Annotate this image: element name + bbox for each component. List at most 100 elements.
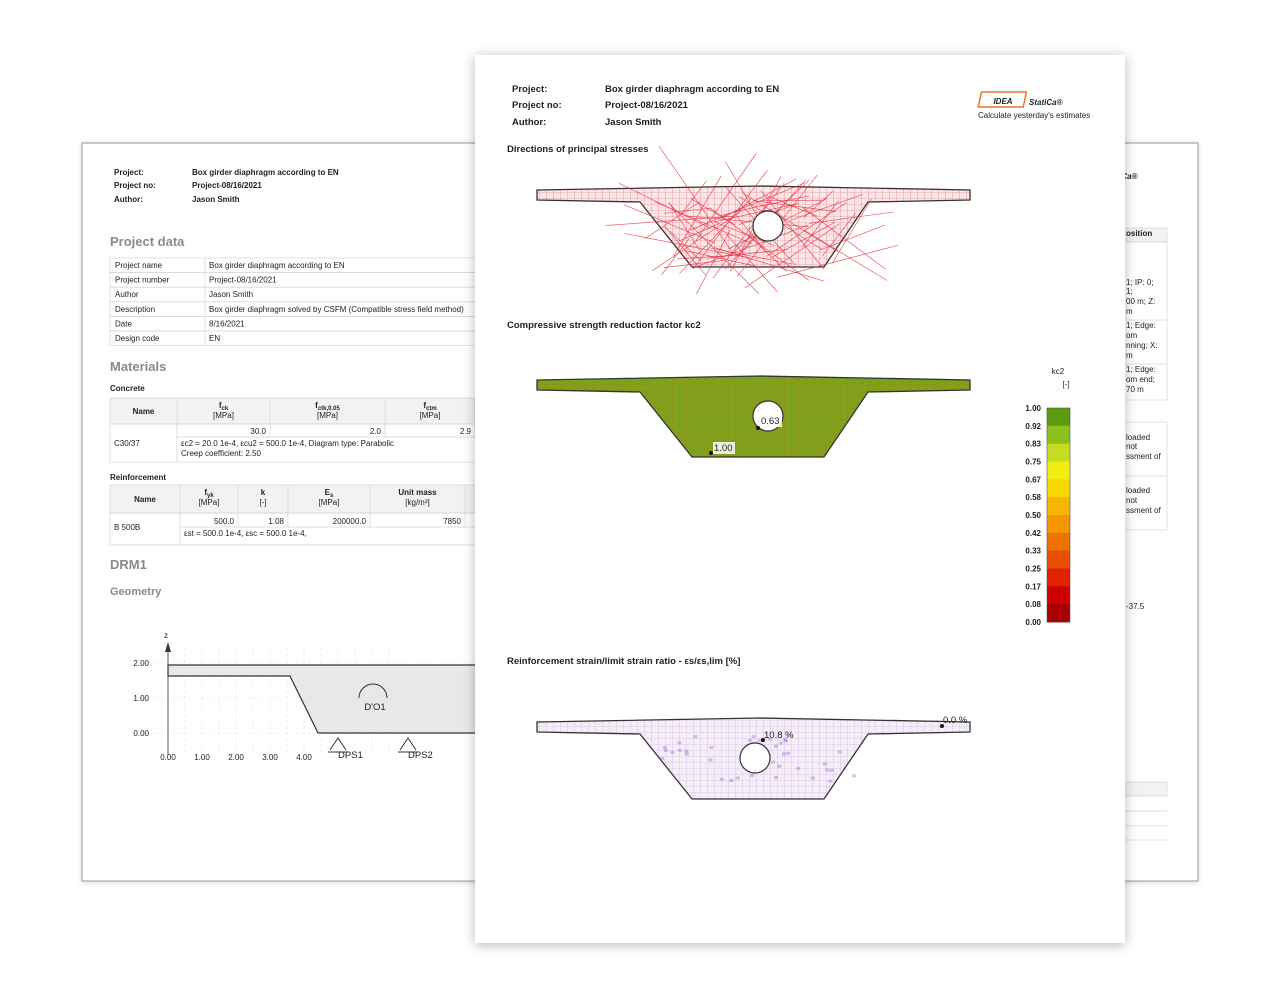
fragment-text: loaded: [1126, 486, 1150, 495]
stress-trajectory: [618, 182, 712, 229]
header-value: Project-08/16/2021: [605, 100, 689, 111]
stress-trajectory: [760, 190, 825, 270]
stress-trajectory: [663, 260, 725, 268]
column-unit: [MPa]: [213, 411, 234, 420]
z-arrow: [165, 642, 171, 652]
header-subscript: ctm: [426, 406, 437, 412]
material-name: C30/37: [114, 439, 140, 448]
header-symbol: Unit mass: [398, 488, 437, 497]
subsection-heading: Reinforcement: [110, 473, 166, 482]
legend-swatch: [1047, 479, 1070, 498]
header-symbol: f: [423, 401, 426, 410]
column-unit: [-]: [259, 498, 266, 507]
column-header: Name: [133, 407, 155, 416]
header-label: Project no:: [114, 181, 156, 190]
label-bg: [713, 442, 735, 454]
table-value: Box girder diaphragm according to EN: [209, 261, 345, 270]
legend-tick-label: 0.42: [1025, 529, 1041, 538]
stress-trajectory: [644, 200, 701, 239]
legend-swatch: [1047, 443, 1070, 462]
y-tick-label: 2.00: [133, 659, 149, 668]
table-key: Date: [115, 319, 132, 328]
strain-spot: [709, 745, 714, 749]
stress-trajectory: [669, 230, 701, 262]
stress-trajectory: [624, 204, 715, 244]
value-label: 10.8 %: [764, 730, 794, 741]
header-symbol: Name: [133, 407, 155, 416]
header-value: Jason Smith: [192, 195, 240, 204]
fragment-text: -37.5: [1126, 602, 1145, 611]
logo-box: [977, 91, 1028, 108]
legend-swatch: [1047, 532, 1070, 552]
stress-trajectory: [743, 193, 838, 252]
logo-tagline: Calculate yesterday's estimates: [978, 111, 1090, 120]
stress-trajectory: [679, 198, 752, 274]
geometry-label: D'O1: [364, 702, 385, 713]
strain-spot: [774, 776, 779, 780]
geometry-label: DPS2: [408, 750, 433, 761]
table-key: Design code: [115, 334, 160, 343]
logo-mark: IDEA: [993, 97, 1012, 106]
stress-trajectory: [744, 223, 840, 289]
table-key: Description: [115, 305, 155, 314]
stress-trajectory: [690, 208, 741, 231]
legend-tick-label: 0.17: [1025, 582, 1041, 591]
legend-tick-label: 0.33: [1025, 547, 1041, 556]
label-point: [940, 724, 944, 728]
label-point: [761, 738, 765, 742]
legend-swatch: [1047, 461, 1070, 480]
header-subscript: ctk,0.05: [318, 406, 341, 412]
material-note: εc2 = 20.0 1e-4, εcu2 = 500.0 1e-4, Diag…: [181, 439, 394, 448]
value-label: 1.00: [714, 443, 733, 454]
header-value: Jason Smith: [605, 117, 662, 128]
header-subscript: ck: [221, 406, 228, 412]
strain-spot: [779, 741, 784, 745]
table-value: Project-08/16/2021: [209, 276, 277, 285]
strain-spot: [751, 735, 756, 739]
legend-tick-label: 0.67: [1025, 475, 1041, 484]
stress-trajectory: [714, 203, 799, 223]
strain-spot: [786, 751, 791, 755]
material-value: 1.08: [268, 517, 284, 526]
opening: [358, 683, 388, 699]
stress-trajectory: [819, 224, 886, 251]
header-subscript: s: [330, 493, 334, 499]
stress-trajectory: [747, 234, 787, 272]
strain-spot: [684, 749, 689, 753]
section-heading: Compressive strength reduction factor kc…: [507, 320, 701, 331]
stress-trajectory: [708, 249, 788, 259]
material-value: 500.0: [214, 517, 235, 526]
column-header: fctk,0.05: [315, 401, 340, 412]
material-value: 30.0: [250, 427, 266, 436]
fragment-text: 1;: [1126, 287, 1133, 296]
column-header: fctm: [423, 401, 436, 412]
material-value: 200000.0: [333, 517, 367, 526]
stress-trajectory: [776, 244, 898, 278]
x-tick-label: 3.00: [262, 753, 278, 762]
support: [328, 737, 348, 753]
table-value: 8/16/2021: [209, 319, 245, 328]
stress-trajectory: [661, 238, 690, 276]
strain-spot: [777, 764, 782, 768]
fragment-text: not: [1126, 442, 1138, 451]
header-symbol: Name: [134, 495, 156, 504]
strain-spot: [729, 778, 734, 782]
legend-tick-label: 0.25: [1025, 565, 1041, 574]
front-page: Project: Box girder diaphragm according t…: [475, 55, 1125, 943]
strain-spot: [828, 779, 833, 783]
fragment-text: ssment of: [1126, 452, 1161, 461]
stress-trajectory: [684, 250, 759, 268]
stress-trajectory: [809, 211, 894, 224]
strain-spot: [783, 739, 788, 743]
table-value: Jason Smith: [209, 290, 253, 299]
stress-trajectory: [672, 175, 722, 257]
x-tick-label: 4.00: [296, 753, 312, 762]
stress-trajectory: [624, 233, 750, 259]
section-heading: Materials: [110, 359, 166, 374]
stress-trajectory: [789, 194, 863, 221]
stress-trajectory: [695, 152, 757, 242]
support: [398, 737, 418, 753]
geometry-label: DPS1: [338, 750, 363, 761]
stress-trajectory: [771, 221, 836, 258]
axis-label: z: [164, 631, 168, 640]
